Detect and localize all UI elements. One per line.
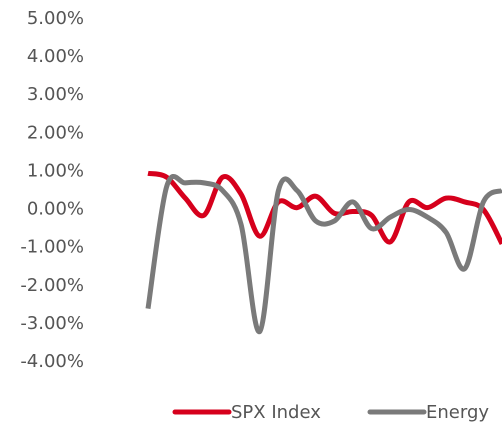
y-tick-label: 4.00%: [27, 46, 84, 67]
y-tick-label: 0.00%: [27, 199, 84, 220]
y-tick-label: -3.00%: [20, 313, 84, 334]
y-tick-label: 5.00%: [27, 8, 84, 29]
line-series: [147, 170, 502, 246]
y-tick-label: -1.00%: [20, 237, 84, 258]
y-tick-label: 1.00%: [27, 160, 84, 181]
y-tick-label: 2.00%: [27, 122, 84, 143]
legend-label: SPX Index: [231, 402, 321, 423]
y-tick-label: -4.00%: [20, 351, 84, 372]
y-tick-label: -2.00%: [20, 275, 84, 296]
line-series: [145, 173, 502, 335]
y-tick-label: 3.00%: [27, 84, 84, 105]
legend-label: Energy: [426, 402, 489, 423]
